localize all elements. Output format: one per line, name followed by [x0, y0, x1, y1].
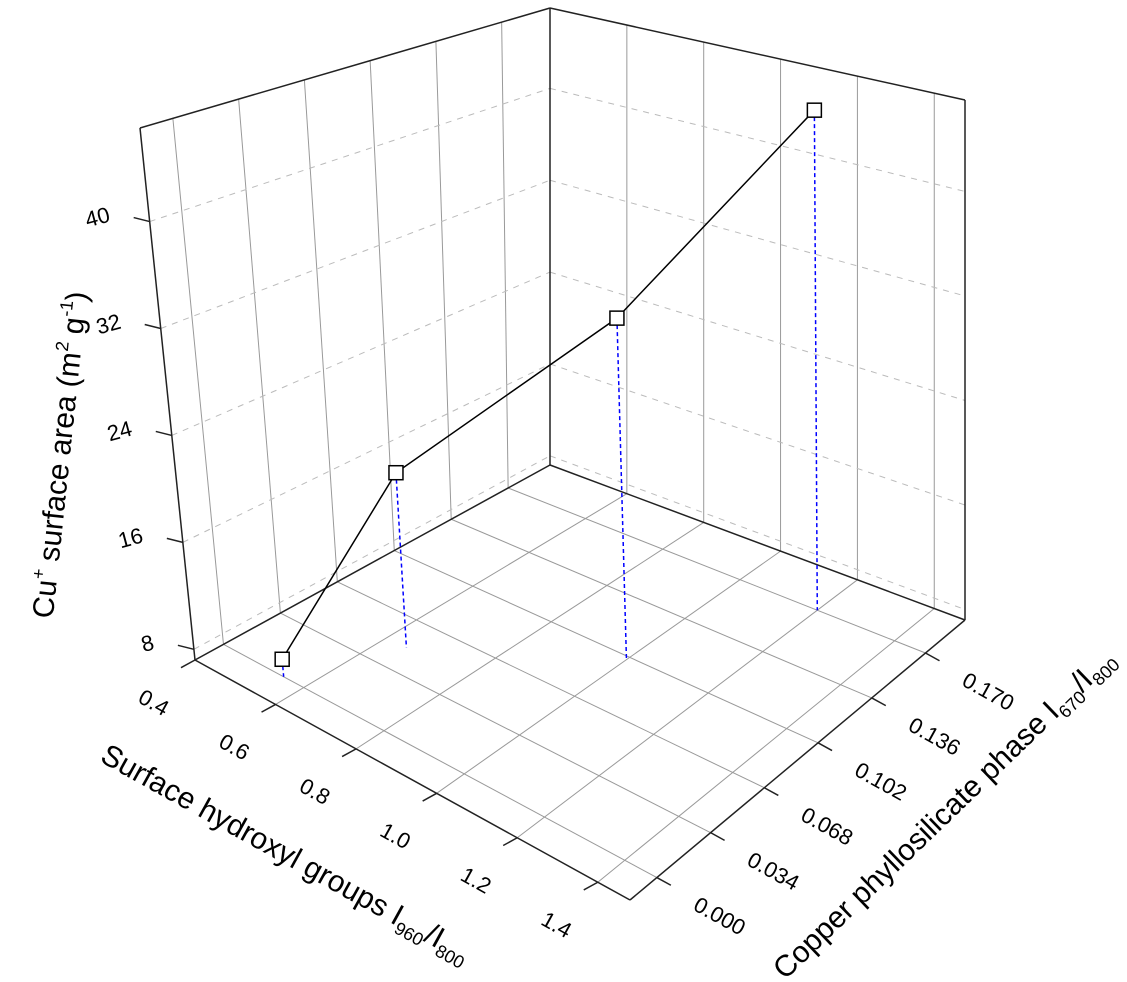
wall-grid-line — [435, 41, 452, 520]
x-tick-label: 1.0 — [376, 818, 415, 855]
y-tick — [871, 697, 887, 707]
y-tick-label: 0.068 — [797, 802, 857, 851]
x-tick — [341, 748, 357, 758]
z-axis-title-part: surface area (m — [32, 351, 88, 572]
data-point — [388, 464, 404, 481]
box-edge — [629, 619, 966, 901]
y-tick — [656, 876, 672, 886]
data-line — [281, 109, 815, 660]
floor-grid-line — [280, 612, 711, 834]
x-tick — [502, 837, 518, 847]
z-axis-title-part: 2 — [52, 340, 73, 352]
x-tick-label: 0.4 — [134, 684, 173, 721]
wall-grid-line — [172, 118, 224, 645]
data-point — [274, 651, 290, 668]
floor-grid-line — [355, 521, 704, 750]
y-tick-label: 0.136 — [904, 712, 964, 761]
x-tick — [180, 659, 196, 669]
z-tick-label: 8 — [138, 630, 156, 657]
wall-grid-line — [149, 87, 551, 223]
wall-grid-line — [171, 271, 551, 436]
box-edge — [549, 464, 966, 621]
y-tick-label: 0.000 — [690, 892, 750, 941]
y-tick — [817, 742, 833, 752]
z-tick — [177, 644, 195, 651]
floor-grid-line — [451, 518, 872, 699]
y-tick — [925, 652, 940, 662]
z-axis-title-part: Cu — [27, 578, 64, 620]
z-tick-label: 16 — [116, 523, 146, 553]
data-point — [609, 310, 625, 326]
z-axis-title-part: -1 — [55, 299, 77, 317]
floor-grid-line — [275, 493, 628, 705]
floor-grid-line — [337, 581, 765, 789]
y-tick — [763, 787, 779, 797]
floor-grid-line — [516, 579, 858, 839]
y-tick-label: 0.170 — [958, 667, 1018, 716]
z-axis-title-part: + — [28, 567, 49, 580]
wall-grid-line — [160, 179, 551, 329]
z-tick — [144, 323, 161, 330]
wall-grid-line — [549, 179, 966, 297]
x-tick-label: 0.6 — [215, 729, 254, 766]
x-tick-label: 1.4 — [537, 906, 576, 943]
floor-grid-line — [436, 550, 781, 794]
floor-grid-line — [597, 608, 935, 883]
z-axis-title: Cu+ surface area (m2 g-1) — [24, 289, 94, 619]
box-edge — [139, 127, 196, 661]
floor-grid-line — [394, 550, 819, 744]
drop-line — [813, 110, 819, 611]
wall-grid-line — [549, 87, 966, 192]
wall-grid-line — [193, 455, 551, 650]
wall-grid-line — [238, 99, 281, 614]
floor-grid-line — [223, 643, 658, 878]
z-tick-label: 32 — [93, 309, 123, 339]
z-tick-label: 40 — [82, 202, 112, 232]
y-tick — [710, 831, 725, 842]
floor-grid-line — [507, 487, 926, 654]
x-tick-label: 1.2 — [457, 862, 496, 899]
box-edge — [139, 7, 551, 129]
x-axis-title-part: Surface hydroxyl groups I — [95, 738, 409, 932]
box-edge — [194, 659, 631, 901]
x-tick-label: 0.8 — [295, 773, 334, 810]
z-tick — [133, 216, 150, 223]
y-tick-label: 0.102 — [851, 757, 911, 806]
wall-grid-line — [501, 22, 509, 489]
box-edge — [549, 7, 966, 101]
wall-grid-line — [303, 79, 338, 582]
box-edge — [194, 464, 551, 661]
z-axis-title-part: ) — [60, 290, 94, 303]
x-tick — [583, 881, 599, 891]
y-tick-label: 0.034 — [743, 847, 803, 896]
drop-line — [395, 472, 408, 648]
z-tick — [166, 537, 184, 544]
data-point — [806, 102, 823, 118]
wall-grid-line — [549, 271, 966, 401]
wall-grid-line — [182, 363, 551, 543]
x-tick — [261, 703, 276, 713]
z-axis-title-part: g — [56, 316, 91, 344]
drop-line — [616, 318, 628, 660]
x-axis-title: Surface hydroxyl groups I960/I800 — [94, 738, 477, 972]
wall-grid-line — [549, 363, 966, 506]
z-tick — [155, 430, 172, 437]
wall-grid-line — [549, 455, 966, 611]
z-tick-label: 24 — [104, 416, 134, 446]
x-tick — [422, 792, 438, 802]
